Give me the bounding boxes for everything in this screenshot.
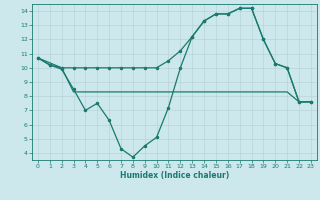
X-axis label: Humidex (Indice chaleur): Humidex (Indice chaleur): [120, 171, 229, 180]
